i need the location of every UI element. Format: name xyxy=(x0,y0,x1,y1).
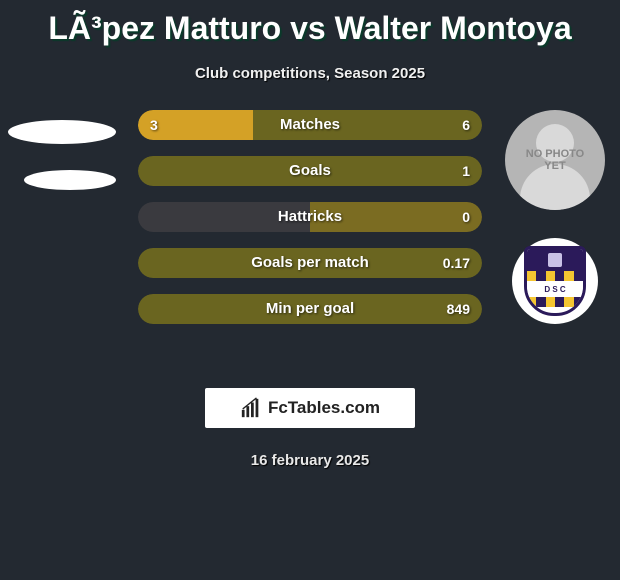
left-player-shape-2 xyxy=(24,170,116,190)
footer-date: 16 february 2025 xyxy=(0,452,620,469)
stat-label: Hattricks xyxy=(138,202,482,232)
stat-bars: Matches3 6 Goals1 Hattricks0 Goals per match… xyxy=(138,110,482,340)
logo-text: FcTables.com xyxy=(268,398,380,418)
chart-icon xyxy=(240,397,262,419)
stat-row: Goals per match0.17 xyxy=(138,248,482,278)
page-subtitle: Club competitions, Season 2025 xyxy=(0,65,620,82)
page-title: LÃ³pez Matturo vs Walter Montoya xyxy=(0,0,620,47)
stat-value-right: 1 xyxy=(462,156,470,186)
right-player-column: NO PHOTO YET D S C xyxy=(490,110,620,324)
stat-row: Hattricks0 xyxy=(138,202,482,232)
stat-value-right: 0.17 xyxy=(443,248,470,278)
tower-icon xyxy=(548,253,562,267)
stat-row: Matches3 6 xyxy=(138,110,482,140)
club-initials: D S C xyxy=(527,281,583,297)
comparison-area: NO PHOTO YET D S C Matches3 6 Goals1 Hattri… xyxy=(0,110,620,370)
stat-value-right: 6 xyxy=(462,110,470,140)
stat-label: Goals xyxy=(138,156,482,186)
stat-label: Goals per match xyxy=(138,248,482,278)
left-player-column xyxy=(0,110,130,190)
club-badge: D S C xyxy=(512,238,598,324)
stat-row: Min per goal849 xyxy=(138,294,482,324)
no-photo-text: NO PHOTO YET xyxy=(505,148,605,172)
player-photo-placeholder: NO PHOTO YET xyxy=(505,110,605,210)
stat-value-left: 3 xyxy=(150,110,158,140)
stat-label: Min per goal xyxy=(138,294,482,324)
stat-label: Matches xyxy=(138,110,482,140)
fctables-logo[interactable]: FcTables.com xyxy=(205,388,415,428)
stat-value-right: 0 xyxy=(462,202,470,232)
stat-row: Goals1 xyxy=(138,156,482,186)
left-player-shape-1 xyxy=(8,120,116,144)
stat-value-right: 849 xyxy=(447,294,470,324)
